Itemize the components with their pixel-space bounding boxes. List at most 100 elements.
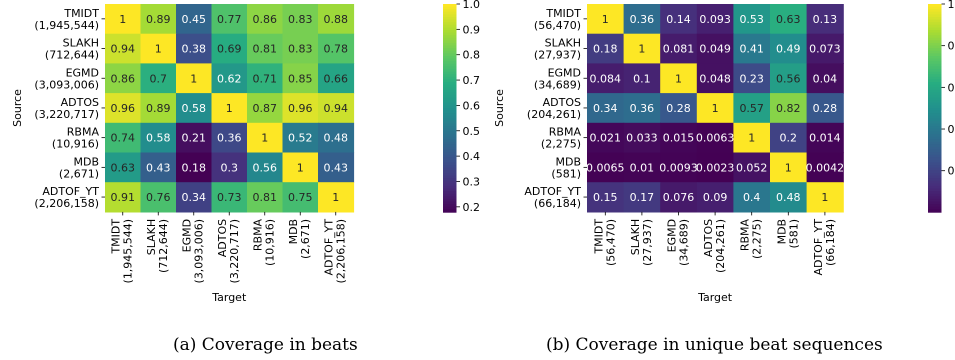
heatmap-cell — [247, 4, 284, 35]
colorbar-segment — [928, 204, 942, 208]
heatmap-cell — [318, 152, 355, 183]
heatmap-cell — [660, 63, 698, 94]
cell-value-label: 0.0023 — [696, 161, 735, 174]
colorbar-segment — [443, 100, 457, 104]
colorbar-segment — [928, 58, 942, 62]
colorbar-segment — [443, 22, 457, 26]
colorbar-segment — [928, 4, 942, 8]
x-tick-label: MDB — [775, 219, 788, 245]
colorbar-segment — [928, 9, 942, 13]
heatmap-cell — [623, 4, 661, 35]
colorbar-segment — [928, 154, 942, 159]
heatmap-cell — [140, 33, 177, 64]
colorbar-segment — [928, 144, 942, 148]
x-tick-label: ADTOF_YT — [323, 219, 336, 276]
colorbar-segment — [443, 198, 457, 203]
x-tick-sublabel: (1,945,544) — [122, 219, 135, 284]
heatmap-cell — [733, 122, 771, 154]
heatmap-cell — [806, 63, 844, 94]
heatmap-cell — [105, 122, 142, 154]
heatmap-cell — [318, 122, 355, 154]
colorbar-segment — [443, 170, 457, 174]
y-tick-label: MDB — [555, 155, 581, 168]
heatmap-cell — [696, 33, 734, 64]
cell-value-label: 0.74 — [111, 132, 136, 145]
colorbar-segment — [443, 24, 457, 29]
colorbar-segment — [928, 149, 942, 153]
heatmap-cell — [176, 4, 213, 35]
heatmap-cell — [105, 63, 142, 94]
colorbar-segment — [443, 89, 457, 94]
cell-value-label: 0.43 — [146, 161, 171, 174]
x-tick-label: TMIDT — [592, 219, 605, 255]
heatmap-cell — [660, 122, 698, 154]
heatmap-cell — [282, 4, 319, 35]
heatmap-cell — [696, 4, 734, 35]
colorbar-segment — [928, 55, 942, 60]
cell-value-label: 1 — [675, 72, 682, 85]
y-tick-sublabel: (1,945,544) — [34, 19, 99, 32]
colorbar-segment — [443, 120, 457, 125]
colorbar-segment — [443, 141, 457, 146]
heatmap-cell — [211, 93, 248, 124]
colorbar-segment — [928, 170, 942, 174]
heatmap-cell — [623, 63, 661, 94]
colorbar-segment — [928, 120, 942, 125]
colorbar-segment — [443, 126, 457, 130]
colorbar-segment — [443, 136, 457, 140]
heatmap-cell — [770, 93, 808, 124]
colorbar-segment — [443, 131, 457, 135]
colorbar-segment — [443, 94, 457, 99]
colorbar-segment — [443, 185, 457, 190]
colorbar-segment — [928, 146, 942, 151]
colorbar-segment — [928, 139, 942, 143]
cell-value-label: 0.66 — [324, 72, 349, 85]
cell-value-label: 0.86 — [253, 13, 278, 26]
cell-value-label: 0.86 — [111, 72, 136, 85]
colorbar-segment — [443, 105, 457, 109]
colorbar-segment — [443, 14, 457, 18]
colorbar-segment — [928, 84, 942, 88]
cell-value-label: 0.09 — [703, 191, 728, 204]
colorbar-segment — [928, 48, 942, 52]
heatmap-panel-b: 1 0.36 0.14 0.093 0.53 0.63 0.13 0.18 1 0.081 0.04… — [493, 0, 955, 355]
colorbar-segment — [928, 32, 942, 36]
cell-value-label: 0.04 — [813, 72, 838, 85]
heatmap-cell — [733, 33, 771, 64]
cell-value-label: 1 — [119, 13, 126, 26]
heatmap-cell — [318, 63, 355, 94]
colorbar-segment — [928, 37, 942, 42]
colorbar-segment — [443, 66, 457, 70]
colorbar-segment — [443, 115, 457, 120]
x-tick-sublabel: (3,220,717) — [228, 219, 241, 284]
cell-value-label: 0.56 — [253, 161, 278, 174]
heatmap-cell — [105, 152, 142, 183]
heatmap-cell — [733, 152, 771, 183]
cell-value-label: 1 — [785, 161, 792, 174]
colorbar-segment — [443, 128, 457, 133]
cell-value-label: 0.83 — [288, 13, 313, 26]
heatmap-cell — [176, 93, 213, 124]
colorbar-segment — [928, 74, 942, 78]
colorbar-segment — [443, 193, 457, 198]
cell-value-label: 1 — [712, 102, 719, 115]
heatmap-cell — [770, 122, 808, 154]
cell-value-label: 0.084 — [590, 72, 622, 85]
cell-value-label: 0.3 — [221, 161, 239, 174]
colorbar-segment — [443, 206, 457, 211]
colorbar-tick-label: 0.8 — [463, 49, 481, 62]
colorbar-segment — [443, 32, 457, 36]
colorbar-segment — [928, 35, 942, 39]
cell-value-label: 0.53 — [739, 13, 764, 26]
heatmap-cell — [623, 152, 661, 183]
heatmap-cell — [623, 122, 661, 154]
colorbar-segment — [928, 40, 942, 44]
y-tick-label: RBMA — [549, 126, 582, 139]
y-tick-sublabel: (66,184) — [534, 197, 581, 210]
colorbar-segment — [443, 84, 457, 88]
heatmap-cell — [282, 63, 319, 94]
cell-value-label: 0.015 — [663, 132, 695, 145]
heatmap-cell — [770, 63, 808, 94]
heatmap-cell — [211, 122, 248, 154]
x-tick-sublabel: (2,671) — [299, 219, 312, 259]
